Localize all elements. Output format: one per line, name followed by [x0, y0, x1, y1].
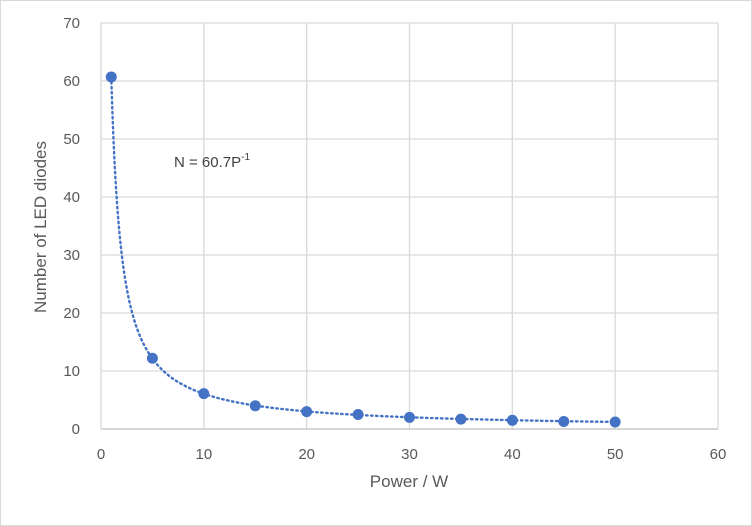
y-tick-label: 40: [63, 189, 80, 206]
data-point: [301, 406, 313, 418]
data-point: [249, 400, 261, 412]
y-tick-label: 70: [63, 15, 80, 32]
y-tick-label: 30: [63, 247, 80, 264]
y-tick-label: 10: [63, 363, 80, 380]
x-tick-label: 40: [504, 446, 521, 463]
y-tick-label: 0: [72, 421, 80, 438]
data-point: [404, 411, 415, 423]
y-tick-label: 50: [63, 131, 80, 148]
trendline-equation: N = 60.7P-1: [174, 152, 250, 171]
x-tick-label: 10: [195, 446, 212, 463]
x-tick-label: 0: [97, 446, 105, 463]
data-point: [558, 415, 570, 427]
trendline: [110, 75, 617, 424]
x-tick-label: 50: [607, 446, 624, 463]
equation-main: N = 60.7P: [174, 154, 241, 171]
data-points: [105, 71, 621, 428]
y-tick-label: 60: [63, 73, 80, 90]
y-axis-title: Number of LED diodes: [31, 141, 50, 313]
x-tick-label: 30: [401, 446, 418, 463]
y-tick-labels: 0 10 20 30 40 50 60 70: [63, 15, 80, 438]
data-point: [609, 416, 621, 428]
x-tick-label: 20: [298, 446, 315, 463]
x-axis-title: Power / W: [370, 472, 448, 491]
data-point: [146, 352, 158, 364]
data-point: [198, 388, 210, 400]
x-tick-label: 60: [710, 446, 727, 463]
data-point: [455, 413, 467, 425]
data-point: [105, 71, 117, 83]
gridlines: [101, 22, 719, 429]
data-point: [352, 409, 364, 420]
data-point: [506, 414, 518, 426]
axes: [100, 23, 718, 430]
equation-exponent: -1: [241, 152, 250, 163]
x-tick-labels: 0 10 20 30 40 50 60: [97, 446, 727, 463]
y-tick-label: 20: [63, 305, 80, 322]
